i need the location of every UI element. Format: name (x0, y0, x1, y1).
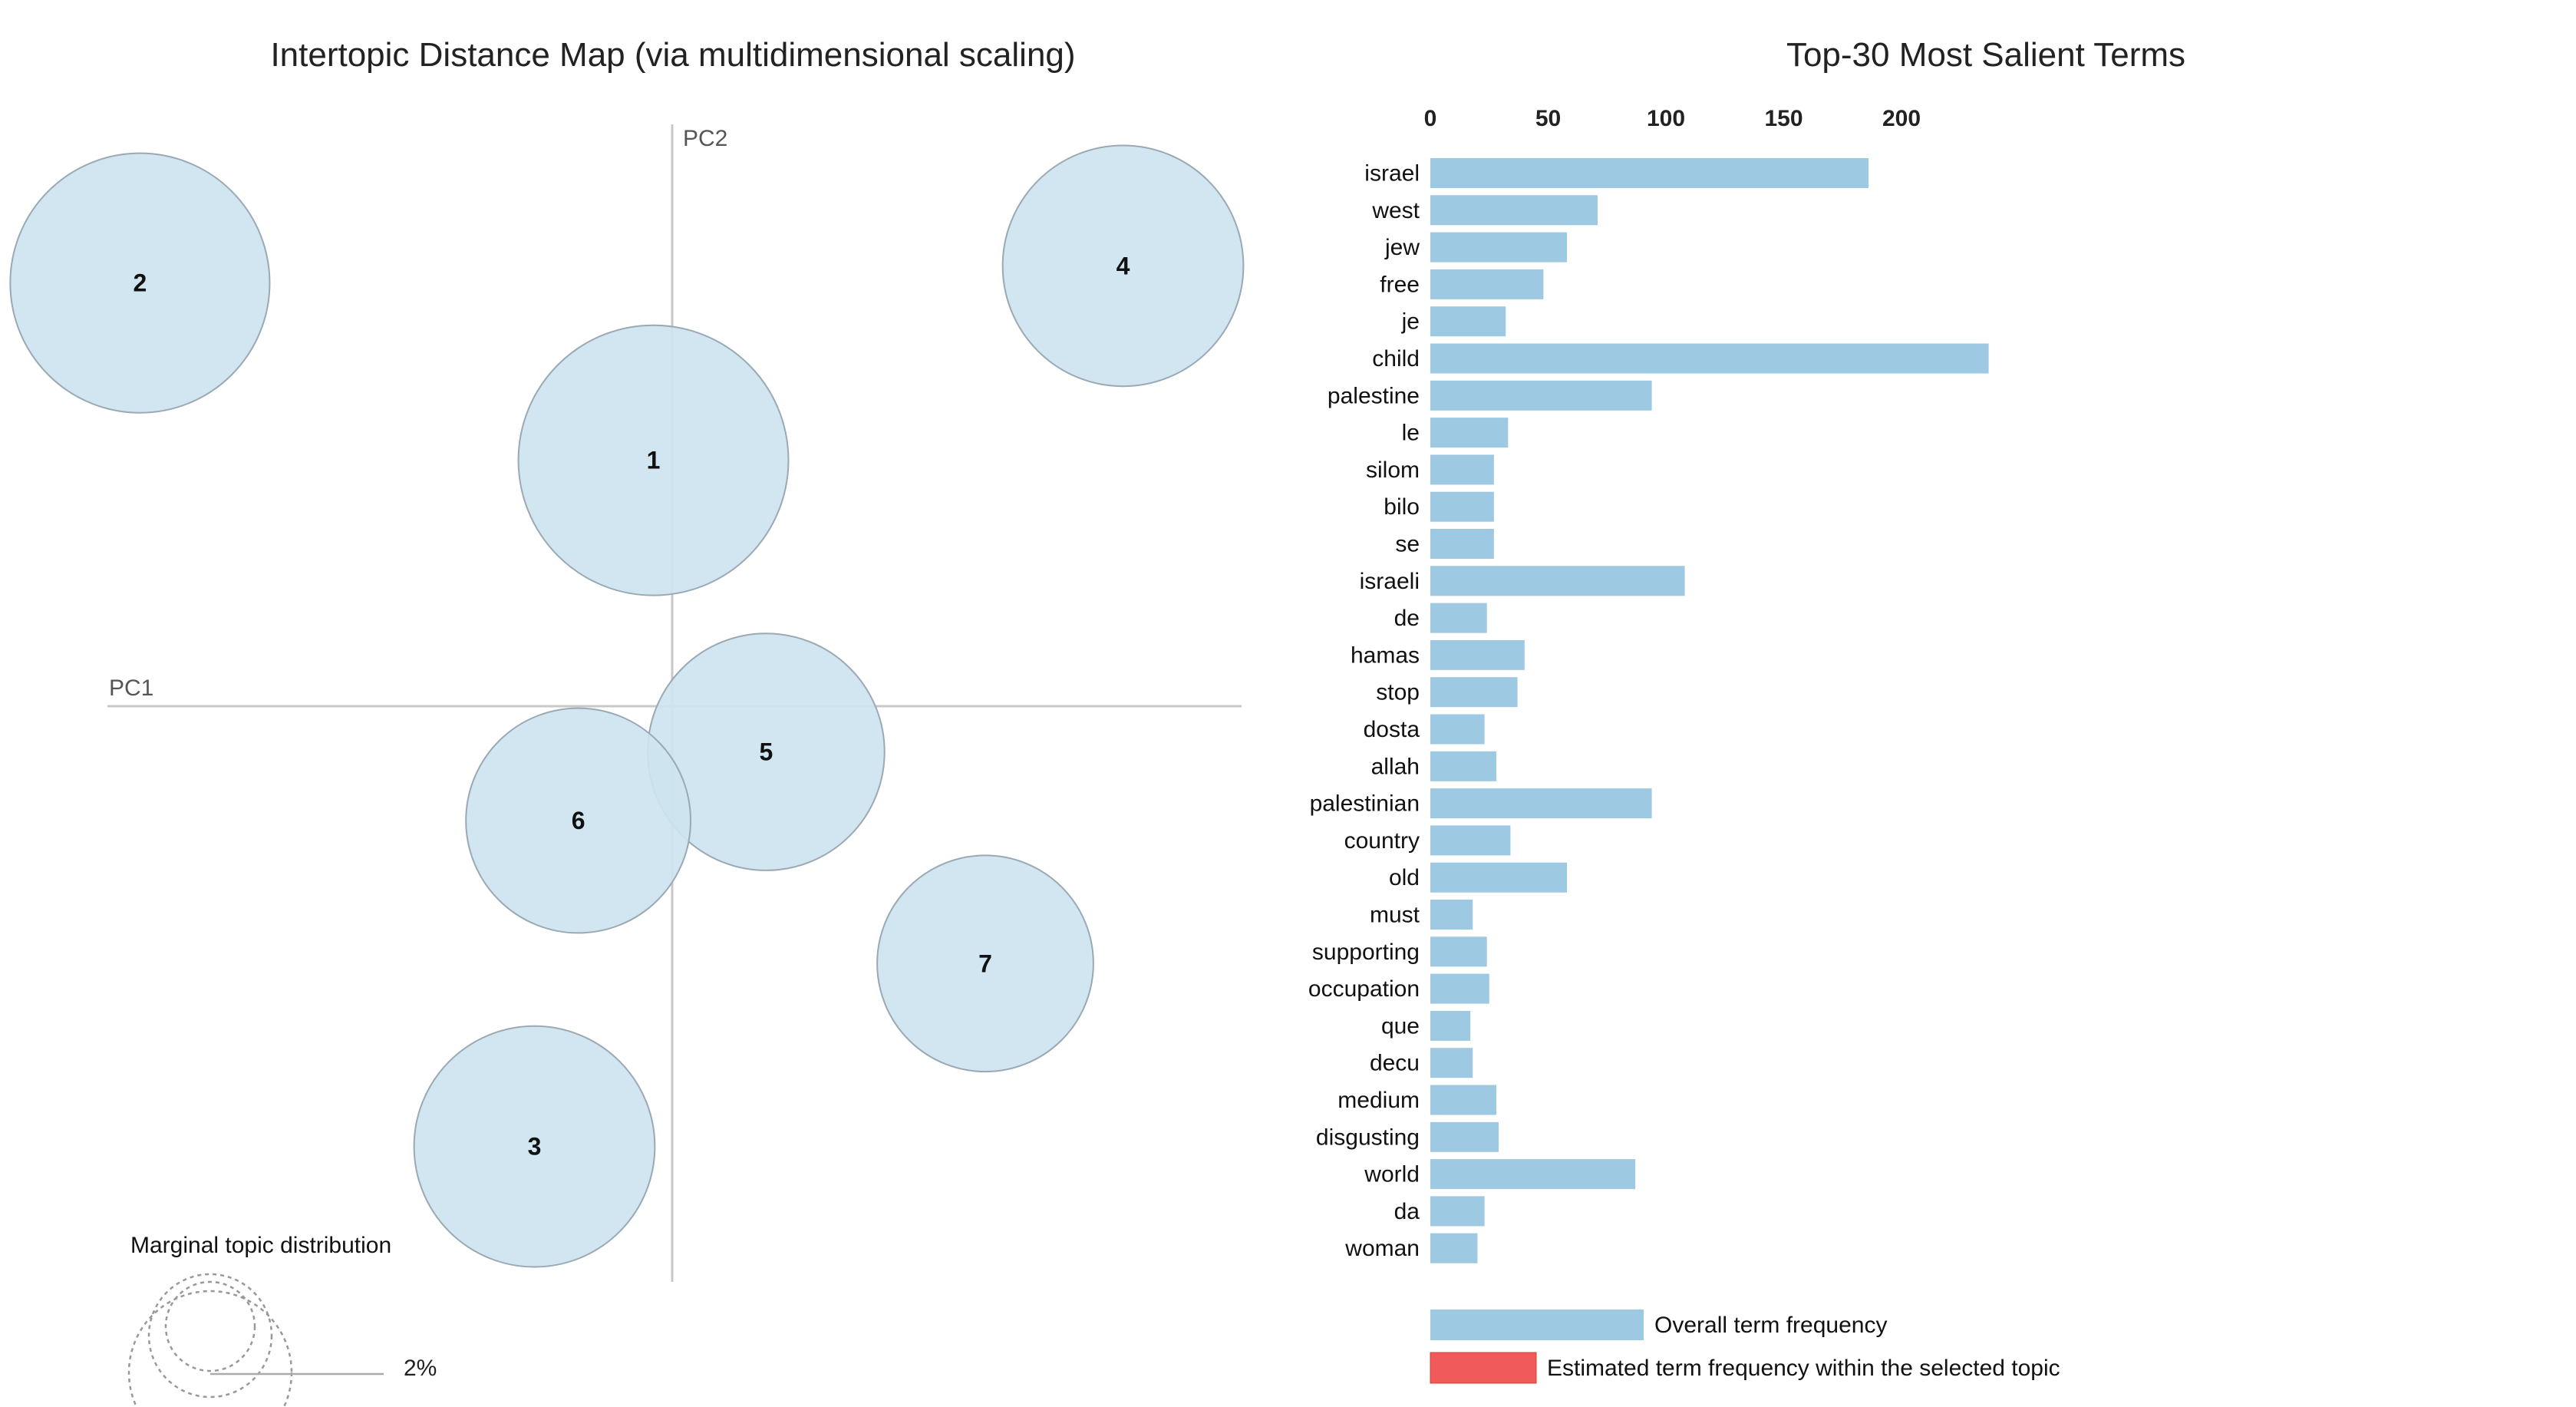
term-bar-must[interactable] (1430, 900, 1473, 930)
term-bar-dosta[interactable] (1430, 714, 1485, 745)
term-label-israeli[interactable]: israeli (1360, 569, 1420, 594)
pc1-label: PC1 (109, 675, 153, 701)
term-bar-woman[interactable] (1430, 1233, 1478, 1263)
term-label-child[interactable]: child (1372, 346, 1420, 372)
term-label-old[interactable]: old (1389, 865, 1420, 890)
map-title: Intertopic Distance Map (via multidimens… (270, 36, 1075, 74)
size-legend-title: Marginal topic distribution (130, 1233, 391, 1258)
term-label-occupation[interactable]: occupation (1308, 976, 1420, 1002)
legend-label-overall: Overall term frequency (1654, 1313, 1887, 1338)
term-bar-occupation[interactable] (1430, 973, 1489, 1004)
topic-bubble-6[interactable] (465, 707, 691, 934)
term-label-west[interactable]: west (1371, 198, 1420, 223)
term-label-country[interactable]: country (1344, 828, 1420, 854)
topic-bubbles: 1 2 3 4 5 6 7 (9, 144, 1245, 1268)
term-label-silom[interactable]: silom (1366, 457, 1420, 483)
legend-swatch-selected (1430, 1352, 1537, 1384)
x-tick-label: 0 (1424, 106, 1437, 131)
topic-label-7: 7 (978, 950, 992, 977)
term-label-le[interactable]: le (1402, 421, 1420, 446)
term-label-medium[interactable]: medium (1337, 1088, 1420, 1113)
term-bar-allah[interactable] (1430, 751, 1496, 781)
size-legend-circles (127, 1273, 293, 1407)
term-bar-israel[interactable] (1430, 158, 1869, 188)
x-axis-ticks: 0 50 100 150 200 (1424, 106, 1921, 131)
topic-bubble-7[interactable] (876, 854, 1094, 1073)
term-label-disgusting[interactable]: disgusting (1316, 1125, 1420, 1150)
pc2-label: PC2 (683, 126, 727, 151)
term-bar-country[interactable] (1430, 825, 1511, 856)
topic-bubble-4[interactable] (1001, 144, 1245, 388)
term-bar-disgusting[interactable] (1430, 1121, 1499, 1152)
term-label-must[interactable]: must (1370, 903, 1420, 928)
term-bar-stop[interactable] (1430, 677, 1518, 708)
term-bar-medium[interactable] (1430, 1085, 1496, 1115)
legend-label-selected: Estimated term frequency within the sele… (1547, 1356, 2060, 1381)
term-bar-supporting[interactable] (1430, 936, 1487, 967)
term-label-hamas[interactable]: hamas (1351, 642, 1420, 668)
topic-label-6: 6 (572, 807, 585, 834)
topic-label-4: 4 (1116, 252, 1130, 279)
term-bar-west[interactable] (1430, 195, 1598, 226)
term-bar-old[interactable] (1430, 862, 1568, 893)
term-label-palestinian[interactable]: palestinian (1310, 791, 1420, 817)
term-bar-free[interactable] (1430, 269, 1544, 299)
term-bar-palestinian[interactable] (1430, 788, 1652, 819)
term-bars: israel west jew free je child palestine le silom… (1308, 158, 1989, 1263)
term-bar-jew[interactable] (1430, 232, 1568, 263)
term-label-stop[interactable]: stop (1376, 680, 1420, 705)
term-label-free[interactable]: free (1380, 272, 1420, 297)
term-bar-de[interactable] (1430, 603, 1487, 633)
term-label-palestine[interactable]: palestine (1328, 383, 1420, 408)
term-bar-je[interactable] (1430, 306, 1506, 337)
legend-swatch-overall (1430, 1310, 1644, 1340)
topic-bubble-3[interactable] (413, 1025, 656, 1268)
term-bar-se[interactable] (1430, 529, 1494, 559)
term-bar-bilo[interactable] (1430, 491, 1494, 522)
term-label-bilo[interactable]: bilo (1384, 494, 1420, 520)
term-label-israel[interactable]: israel (1364, 161, 1420, 187)
x-tick-label: 50 (1535, 106, 1561, 131)
topic-label-2: 2 (134, 269, 147, 297)
term-bar-que[interactable] (1430, 1010, 1471, 1041)
term-bar-le[interactable] (1430, 418, 1509, 448)
term-label-jew[interactable]: jew (1384, 235, 1420, 260)
terms-title: Top-30 Most Salient Terms (1786, 36, 2185, 74)
term-bar-world[interactable] (1430, 1159, 1636, 1190)
term-label-je[interactable]: je (1401, 309, 1420, 335)
term-label-woman[interactable]: woman (1344, 1236, 1420, 1261)
x-tick-label: 200 (1882, 106, 1921, 131)
term-label-allah[interactable]: allah (1371, 754, 1420, 779)
term-label-da[interactable]: da (1394, 1199, 1420, 1224)
term-label-decu[interactable]: decu (1370, 1051, 1420, 1076)
term-bar-decu[interactable] (1430, 1048, 1473, 1078)
size-legend-circle-large (127, 1290, 293, 1407)
term-bar-palestine[interactable] (1430, 380, 1652, 411)
size-legend-circle-small (164, 1280, 256, 1372)
term-bar-hamas[interactable] (1430, 639, 1525, 670)
term-label-de[interactable]: de (1394, 606, 1420, 631)
size-legend-value: 2% (404, 1356, 437, 1381)
topic-bubble-1[interactable] (517, 324, 790, 596)
term-label-supporting[interactable]: supporting (1312, 940, 1420, 965)
size-legend-circle-mid (147, 1273, 273, 1399)
term-bar-israeli[interactable] (1430, 566, 1685, 596)
term-label-que[interactable]: que (1381, 1013, 1420, 1039)
term-bar-silom[interactable] (1430, 454, 1494, 485)
topic-bubble-2[interactable] (9, 152, 271, 414)
topic-label-3: 3 (528, 1133, 542, 1161)
x-tick-label: 150 (1764, 106, 1803, 131)
term-label-se[interactable]: se (1395, 532, 1420, 557)
term-bar-da[interactable] (1430, 1196, 1485, 1227)
x-tick-label: 100 (1647, 106, 1685, 131)
term-label-dosta[interactable]: dosta (1364, 717, 1420, 742)
term-label-world[interactable]: world (1364, 1162, 1420, 1187)
term-bar-child[interactable] (1430, 343, 1989, 374)
topic-label-1: 1 (647, 447, 661, 474)
topic-label-5: 5 (760, 738, 773, 766)
